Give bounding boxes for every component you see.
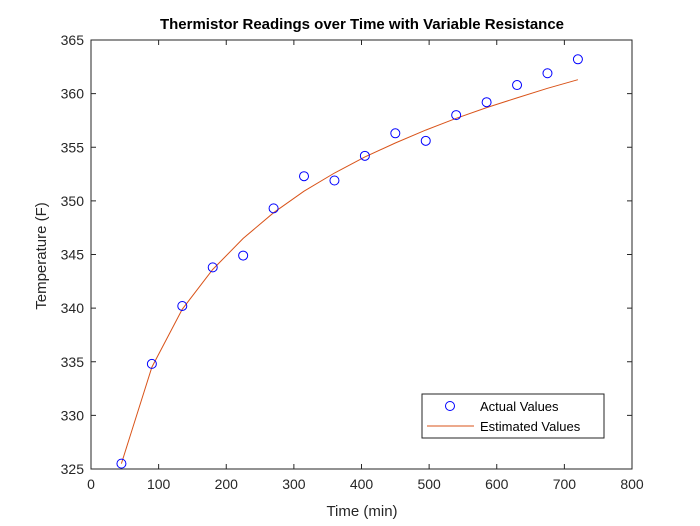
y-tick-label: 335: [61, 354, 85, 370]
legend: Actual Values Estimated Values: [421, 393, 605, 439]
legend-box: [421, 393, 605, 439]
series-line-estimated: [120, 79, 579, 464]
data-point-actual: [481, 97, 492, 108]
data-point-actual: [512, 80, 523, 91]
x-tick-label: 200: [215, 476, 239, 492]
y-tick-label: 365: [61, 32, 85, 48]
legend-label-actual: Actual Values: [480, 399, 559, 414]
data-point-actual: [542, 68, 553, 79]
data-point-actual: [238, 250, 249, 261]
data-point-actual: [116, 458, 127, 469]
y-tick-label: 350: [61, 193, 85, 209]
data-point-actual: [207, 262, 218, 273]
data-point-actual: [177, 300, 188, 311]
x-tick-label: 300: [282, 476, 306, 492]
x-tick-label: 0: [87, 476, 95, 492]
x-axis-label: Time (min): [326, 503, 397, 520]
legend-marker-actual: [445, 401, 455, 411]
series-layer: [116, 54, 583, 469]
x-tick-label: 100: [147, 476, 171, 492]
data-point-actual: [390, 128, 401, 139]
chart-title: Thermistor Readings over Time with Varia…: [160, 16, 564, 33]
y-axis-label: Temperature (F): [33, 202, 50, 310]
x-tick-label: 800: [620, 476, 644, 492]
y-tick-label: 330: [61, 407, 85, 423]
x-tick-label: 400: [350, 476, 374, 492]
x-tick-label: 700: [553, 476, 577, 492]
y-tick-label: 325: [61, 461, 85, 477]
y-tick-label: 345: [61, 247, 85, 263]
data-point-actual: [451, 110, 462, 121]
data-point-actual: [359, 150, 370, 161]
x-tick-label: 600: [485, 476, 509, 492]
legend-label-estimated: Estimated Values: [480, 419, 581, 434]
data-point-actual: [420, 135, 431, 146]
data-point-actual: [299, 171, 310, 182]
data-point-actual: [572, 54, 583, 65]
x-tick-label: 500: [417, 476, 441, 492]
data-point-actual: [268, 203, 279, 214]
y-tick-label: 340: [61, 300, 85, 316]
y-tick-label: 355: [61, 139, 85, 155]
data-point-actual: [329, 175, 340, 186]
data-point-actual: [146, 358, 157, 369]
axis-ticks: 0 100 200 300 400 500 600 700 800 325 330 335 340 345…: [61, 32, 644, 492]
y-tick-label: 360: [61, 86, 85, 102]
